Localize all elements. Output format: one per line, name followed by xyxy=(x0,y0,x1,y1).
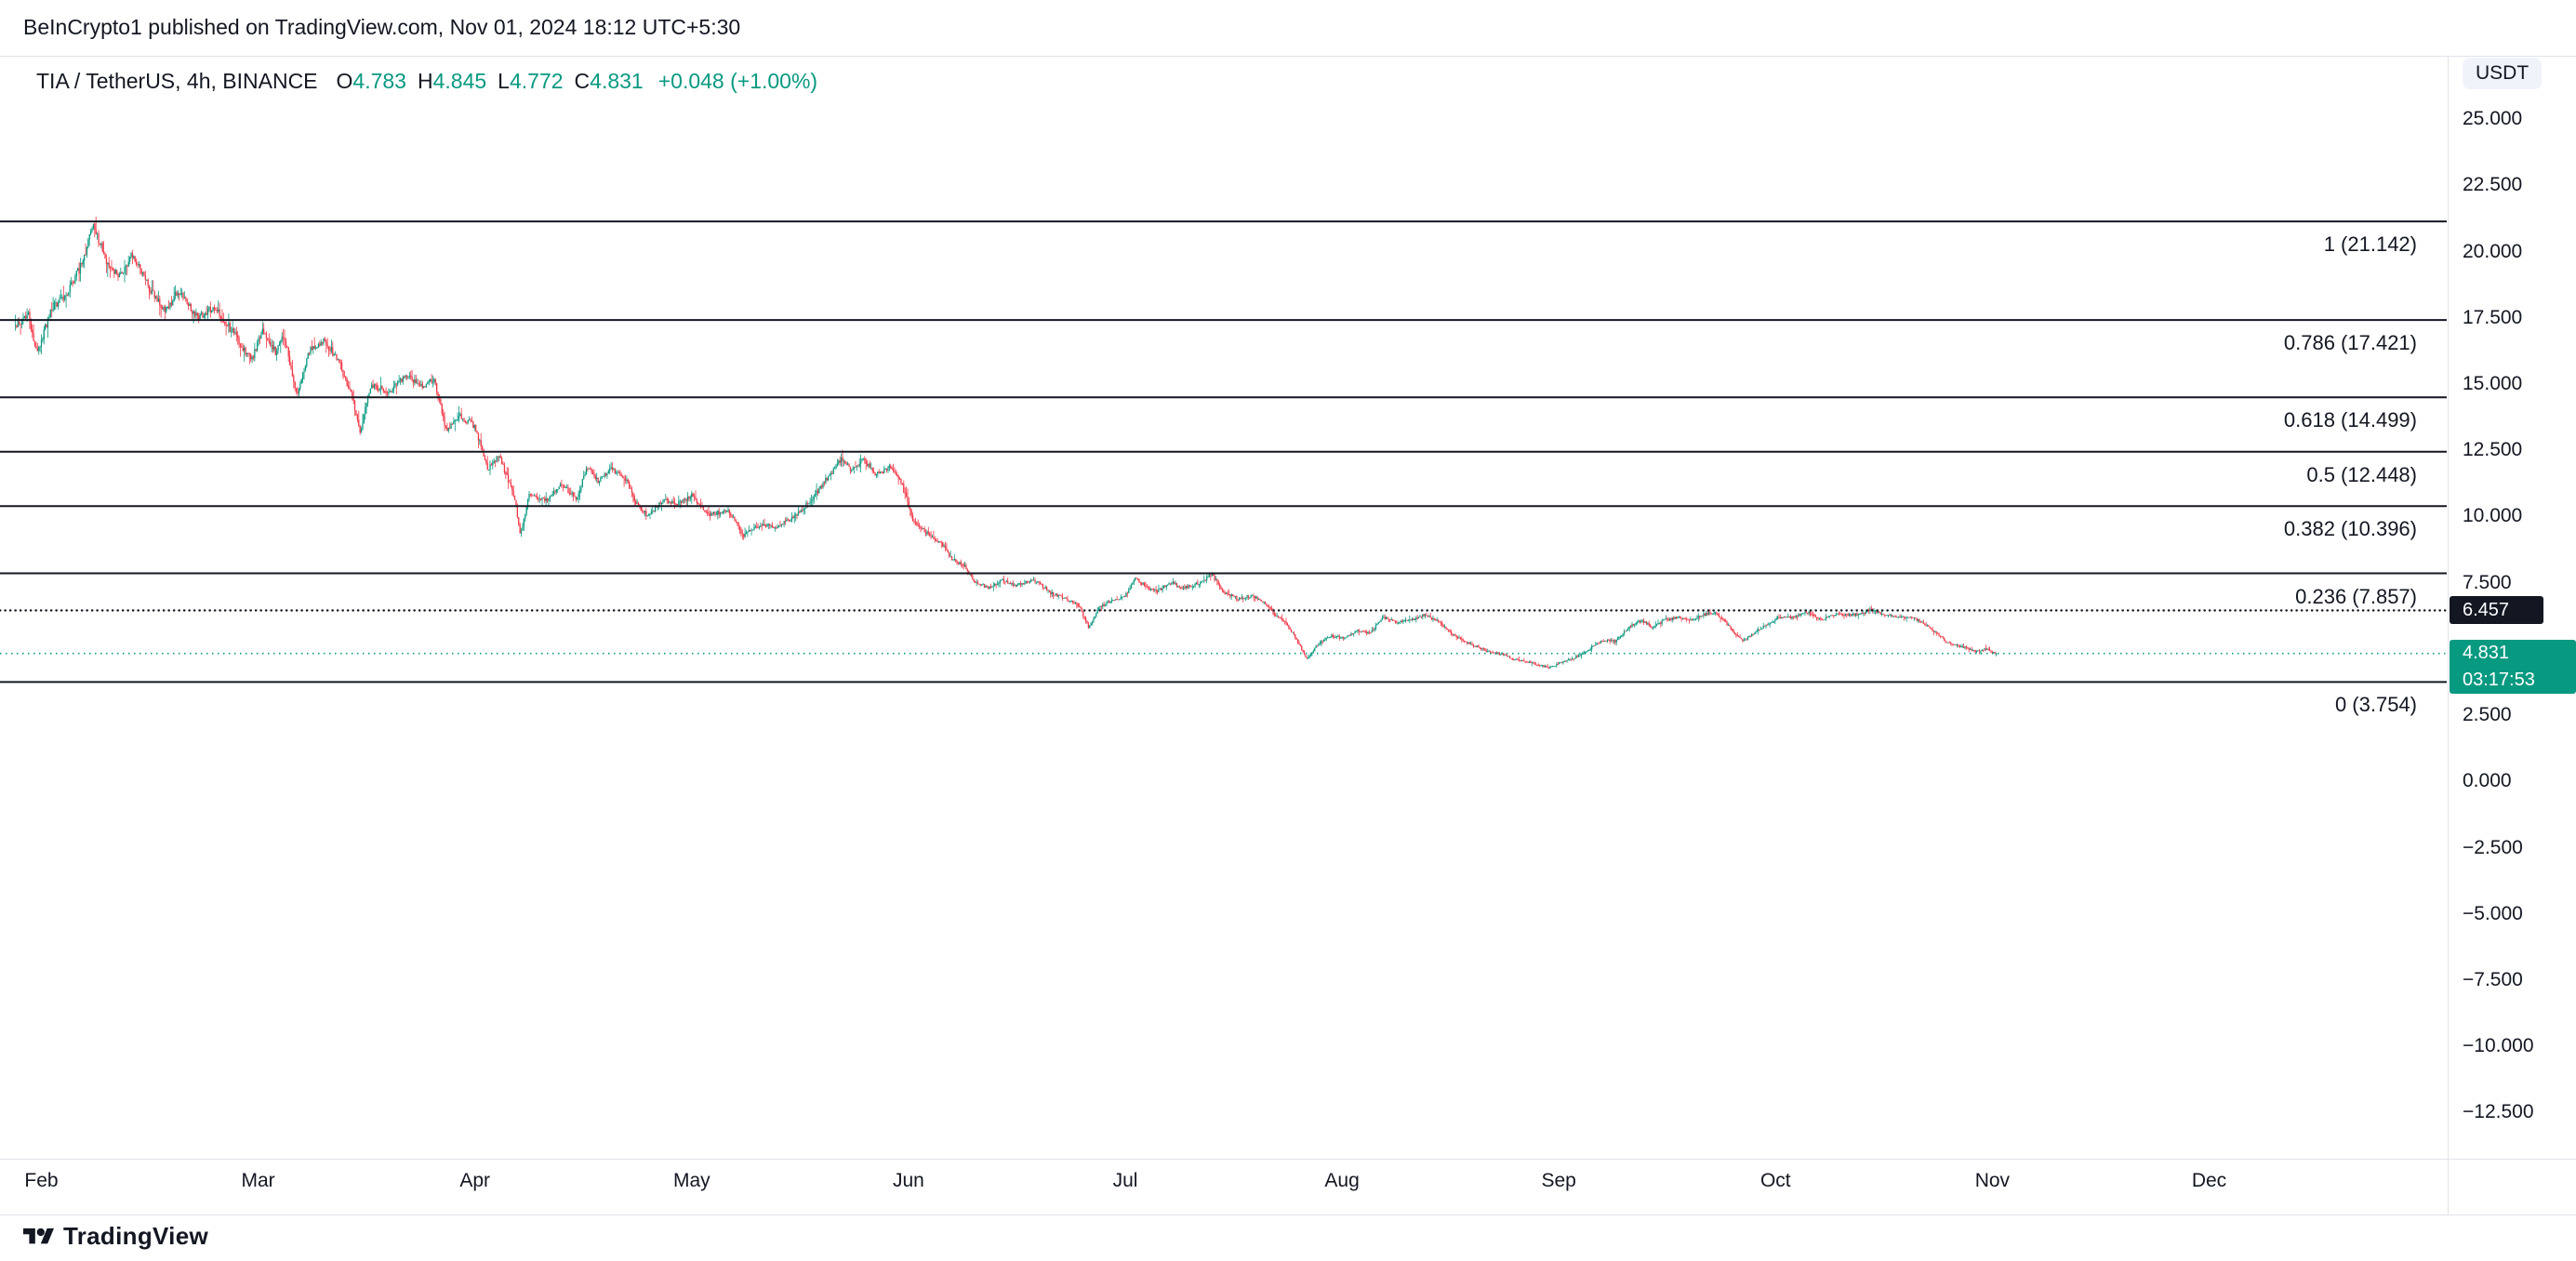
month-label: Dec xyxy=(2191,1170,2227,1191)
month-label: Nov xyxy=(1974,1170,2011,1191)
price-tick-label: 15.000 xyxy=(2463,373,2523,395)
ohlc-low-value: 4.772 xyxy=(509,69,564,93)
fib-level-label: 0 (3.754) xyxy=(2334,693,2417,717)
month-label: Sep xyxy=(1541,1170,1576,1191)
ohlc-high-value: 4.845 xyxy=(432,69,487,93)
price-tick-label: 0.000 xyxy=(2463,770,2512,792)
price-tick-label: −7.500 xyxy=(2463,968,2523,990)
time-scale[interactable]: Feb Mar Apr May Jun Jul Aug Sep Oct Nov Dec xyxy=(0,1159,2576,1215)
month-label: Feb xyxy=(24,1170,59,1191)
last-price-value: 4.831 xyxy=(2463,643,2510,664)
price-tick-label: 20.000 xyxy=(2463,240,2523,262)
price-tick-label: −12.500 xyxy=(2463,1101,2534,1123)
price-tick-label: −5.000 xyxy=(2463,902,2523,924)
fib-level-label: 0.5 (12.448) xyxy=(2306,462,2417,486)
month-label: May xyxy=(672,1170,710,1191)
line-price-value: 6.457 xyxy=(2463,600,2510,621)
chart-legend: TIA / TetherUS, 4h, BINANCE O4.783 H4.845 L… xyxy=(36,69,817,94)
month-label: Oct xyxy=(1759,1170,1791,1191)
ohlc-open-value: 4.783 xyxy=(352,69,406,93)
candle-wicks-up xyxy=(15,223,1997,670)
month-label: Jul xyxy=(1112,1170,1138,1191)
tradingview-attribution[interactable]: TradingView xyxy=(23,1222,208,1251)
price-tick-label: 25.000 xyxy=(2463,108,2523,130)
ohlc-open-label: O xyxy=(336,69,353,93)
month-label: Aug xyxy=(1324,1170,1360,1191)
chart-top-border xyxy=(0,56,2576,57)
tradingview-logo-icon xyxy=(23,1228,54,1243)
ohlc-high-label: H xyxy=(417,69,433,93)
candle-bodies-up xyxy=(14,223,1998,669)
price-tick-label: −10.000 xyxy=(2463,1035,2534,1057)
ohlc-low-label: L xyxy=(498,69,510,93)
symbol-title[interactable]: TIA / TetherUS, 4h, BINANCE xyxy=(36,69,318,93)
last-price-badge: 4.831 03:17:53 xyxy=(2450,640,2576,695)
fib-level-label: 0.786 (17.421) xyxy=(2283,331,2417,355)
price-change: +0.048 (+1.00%) xyxy=(657,69,818,93)
candle-wicks-down xyxy=(16,216,1996,669)
publish-attribution: BeInCrypto1 published on TradingView.com… xyxy=(23,15,741,39)
price-scale[interactable]: USDT 6.457 4.831 03:17:53 25.000 22.500 20… xyxy=(2449,0,2576,1261)
ohlc-close: C4.831 xyxy=(575,69,644,93)
month-label: Mar xyxy=(241,1170,275,1191)
ohlc-low: L4.772 xyxy=(498,69,563,93)
time-scale-border xyxy=(0,1159,2576,1160)
price-tick-label: 10.000 xyxy=(2463,505,2523,527)
price-tick-label: 2.500 xyxy=(2463,704,2512,726)
fib-level-label: 0.382 (10.396) xyxy=(2283,517,2417,541)
line-price-badge: 6.457 xyxy=(2450,596,2543,625)
price-tick-label: 22.500 xyxy=(2463,174,2523,196)
month-label: Apr xyxy=(459,1170,491,1191)
ohlc-open: O4.783 xyxy=(337,69,406,93)
ohlc-close-value: 4.831 xyxy=(590,69,644,93)
tradingview-brand: TradingView xyxy=(63,1222,208,1250)
fib-level-label: 0.236 (7.857) xyxy=(2295,584,2417,608)
price-tick-label: −2.500 xyxy=(2463,836,2523,858)
currency-badge[interactable]: USDT xyxy=(2463,58,2543,89)
ohlc-high: H4.845 xyxy=(418,69,486,93)
fib-level-label: 0.618 (14.499) xyxy=(2283,408,2417,432)
fib-level-label: 1 (21.142) xyxy=(2323,232,2417,257)
month-label: Jun xyxy=(892,1170,924,1191)
price-tick-label: 12.500 xyxy=(2463,439,2523,461)
candle-bodies-down xyxy=(16,223,1996,670)
ohlc-close-label: C xyxy=(574,69,591,93)
price-scale-border xyxy=(2448,56,2449,1215)
price-tick-label: 17.500 xyxy=(2463,306,2523,328)
candle-countdown: 03:17:53 xyxy=(2463,670,2535,691)
price-tick-label: 7.500 xyxy=(2463,571,2512,593)
